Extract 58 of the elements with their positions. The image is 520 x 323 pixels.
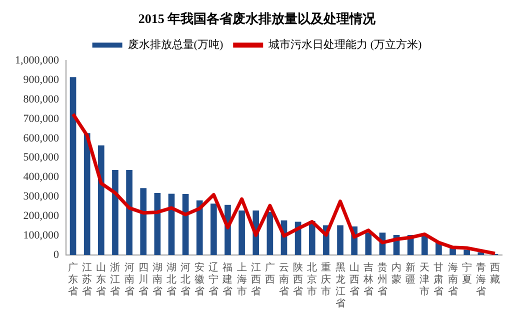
bar (98, 145, 104, 255)
x-tick-label: 安徽省 (194, 262, 205, 298)
x-tick-label: 河北省 (180, 262, 191, 298)
x-tick-label: 广西 (264, 262, 275, 286)
x-tick-label: 四川省 (138, 262, 148, 298)
x-tick-label: 福建省 (222, 262, 233, 298)
bar (196, 200, 203, 255)
x-tick-label: 河南省 (124, 262, 134, 298)
y-tick-label: 800,000 (23, 93, 60, 106)
y-tick-label: 700,000 (23, 112, 60, 125)
legend-label: 城市污水日处理能力 (万立方米) (268, 38, 422, 51)
x-tick-label: 辽宁省 (208, 262, 219, 298)
x-tick-label: 江苏省 (82, 262, 92, 298)
bar (112, 170, 118, 255)
x-tick-label: 西藏 (490, 262, 500, 286)
bar (464, 250, 470, 255)
y-tick-label: 100,000 (23, 229, 60, 242)
bar (337, 225, 344, 255)
x-tick-label: 新疆 (406, 262, 416, 286)
x-tick-label: 海南省 (448, 262, 458, 298)
y-tick-label: 300,000 (23, 190, 60, 203)
bar (140, 188, 147, 255)
x-tick-label: 浙江省 (110, 262, 120, 298)
bar (266, 212, 274, 255)
x-tick-label: 湖南省 (152, 262, 162, 298)
x-tick-label: 广东省 (68, 262, 78, 298)
y-tick-label: 400,000 (23, 171, 60, 184)
x-tick-label: 贵州省 (377, 262, 388, 298)
x-tick-label: 甘肃省 (434, 262, 444, 298)
y-tick-label: 0 (54, 248, 60, 261)
bar (238, 210, 245, 255)
x-tick-label: 内蒙 (392, 262, 402, 286)
y-tick-label: 600,000 (23, 132, 60, 144)
bar (210, 204, 217, 255)
x-tick-label: 山西省 (349, 262, 360, 298)
y-tick-label: 1,000,000 (15, 54, 60, 66)
x-tick-label: 山东省 (96, 262, 106, 298)
chart-title: 2015 年我国各省废水排放量以及处理情况 (138, 11, 377, 26)
legend-label: 废水排放总量(万吨) (128, 38, 224, 51)
bar (365, 232, 372, 255)
x-tick-label: 宁夏 (462, 262, 472, 286)
bar (70, 77, 76, 255)
x-tick-label: 北京市 (307, 262, 318, 298)
x-tick-label: 上海市 (236, 262, 247, 298)
x-tick-label: 黑龙江省 (335, 262, 346, 310)
y-tick-label: 900,000 (23, 74, 60, 86)
x-tick-label: 云南省 (279, 262, 289, 298)
x-tick-label: 天津市 (420, 262, 430, 298)
x-tick-label: 吉林省 (362, 262, 374, 298)
x-tick-label: 江西省 (250, 262, 261, 298)
y-tick-label: 500,000 (23, 152, 60, 164)
x-tick-label: 青海省 (476, 262, 486, 298)
x-tick-label: 重庆市 (321, 262, 332, 298)
x-tick-label: 陕西省 (293, 262, 304, 298)
bar (84, 133, 90, 255)
bar (126, 170, 132, 255)
y-tick-label: 200,000 (23, 210, 60, 222)
x-tick-label: 湖北省 (166, 262, 176, 298)
